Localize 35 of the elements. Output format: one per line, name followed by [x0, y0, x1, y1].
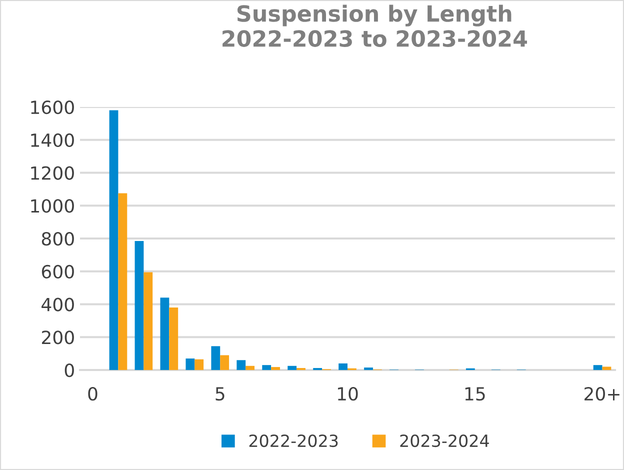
x-tick-label: 15: [465, 387, 485, 401]
y-tick-label: 400: [42, 298, 74, 312]
bar: [602, 366, 612, 370]
bar: [288, 366, 297, 370]
x-tick-label: 0: [88, 386, 98, 401]
bar: [220, 355, 230, 370]
bar: [271, 367, 280, 370]
y-tick-label: 600: [42, 264, 74, 278]
chart-title: Suspension by Length 2022-2023 to 2023-2024: [222, 4, 527, 47]
bar: [194, 359, 204, 370]
bar: [211, 346, 220, 370]
bar: [144, 272, 153, 370]
x-tick-label: 10: [338, 386, 358, 401]
x-tick-label: 5: [216, 387, 224, 401]
x-tick-label: 20+: [584, 386, 620, 401]
bar: [160, 298, 170, 370]
y-tick-label: 1600: [31, 100, 74, 114]
y-tick-label: 200: [42, 330, 74, 344]
legend-label: 2023-2024: [400, 434, 489, 448]
bar: [338, 363, 348, 370]
y-tick-label: 1400: [31, 133, 74, 147]
y-tick-label: 800: [42, 232, 74, 246]
bar: [236, 360, 246, 370]
bar: [186, 358, 195, 370]
bar: [134, 240, 144, 370]
bar: [118, 193, 128, 370]
y-tick-label: 1000: [31, 199, 74, 213]
bar: [246, 366, 255, 370]
y-tick-label: 1200: [31, 166, 74, 180]
bar: [593, 365, 602, 370]
legend-label: 2022-2023: [249, 434, 338, 448]
bar: [262, 365, 272, 370]
bar: [109, 110, 118, 370]
y-tick-label: 0: [64, 363, 74, 378]
bar: [169, 308, 178, 370]
